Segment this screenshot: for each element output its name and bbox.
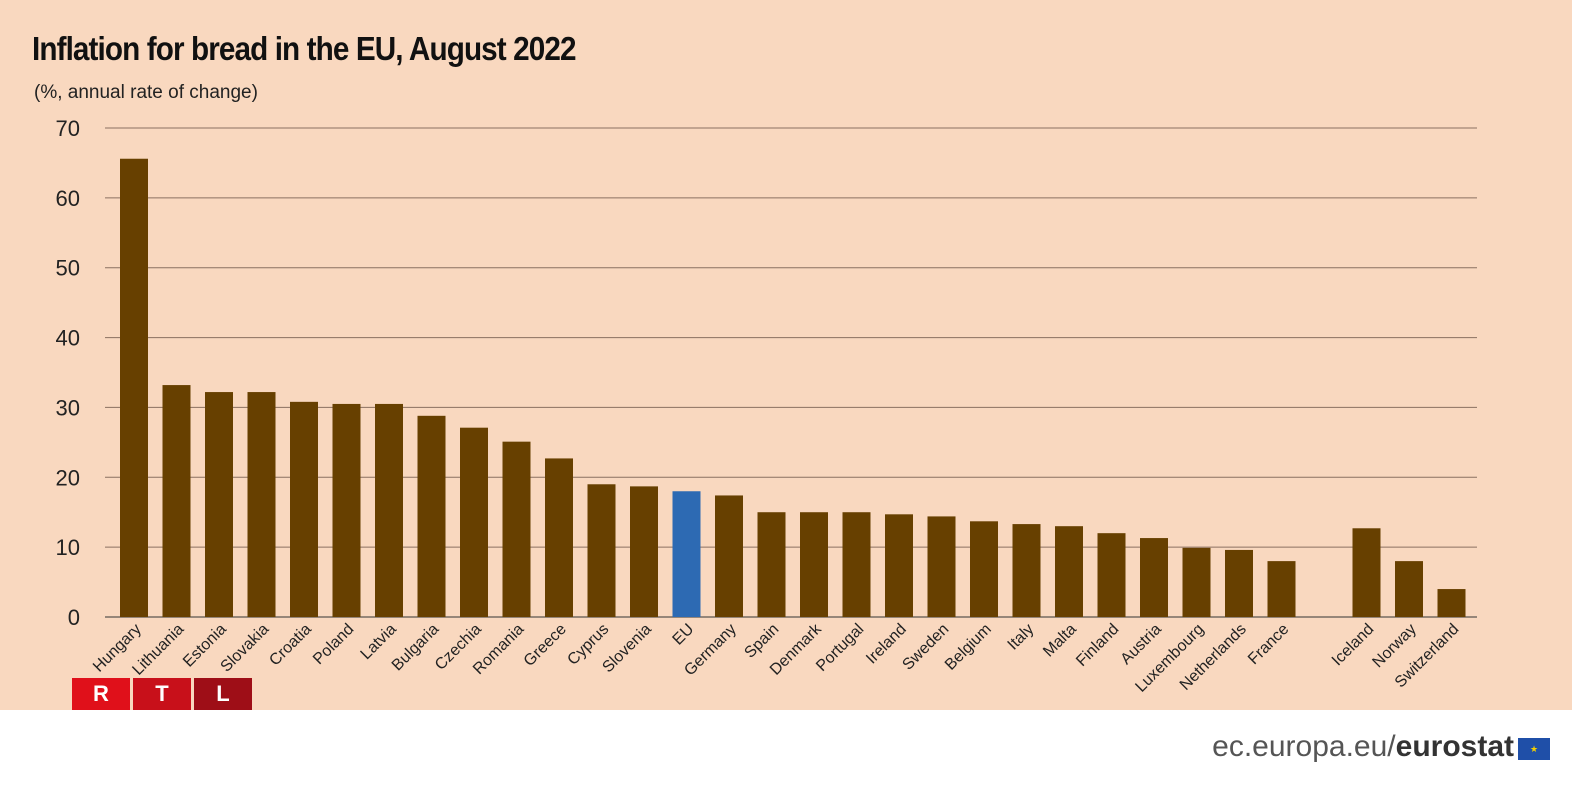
x-tick-label: Poland	[310, 621, 357, 668]
bar-finland	[1097, 533, 1126, 617]
y-tick-label: 50	[56, 256, 80, 281]
footer-source[interactable]: ec.europa.eu/eurostat	[1212, 730, 1514, 764]
bar-estonia	[205, 392, 233, 617]
x-tick-label: Malta	[1040, 621, 1080, 661]
logo-letter: R	[72, 678, 130, 710]
bar-lithuania	[162, 385, 191, 617]
bar-bulgaria	[417, 415, 446, 617]
bar-croatia	[290, 401, 318, 617]
bar-ireland	[885, 514, 913, 617]
x-tick-label: Portugal	[813, 621, 867, 675]
x-tick-label: EU	[670, 621, 698, 649]
bar-netherlands	[1225, 549, 1253, 617]
bar-romania	[502, 441, 531, 617]
chart-subtitle: (%, annual rate of change)	[34, 82, 258, 103]
bar-poland	[332, 403, 361, 617]
chart-title: Inflation for bread in the EU, August 20…	[32, 30, 577, 67]
bar-portugal	[842, 512, 871, 617]
bar-slovenia	[630, 486, 658, 617]
x-tick-label: Croatia	[266, 621, 315, 670]
bar-belgium	[970, 521, 998, 617]
x-tick-label: Finland	[1073, 621, 1122, 670]
bar-greece	[545, 458, 573, 617]
bar-norway	[1395, 561, 1423, 617]
footer-brand: eurostat	[1395, 730, 1514, 763]
logo-letter: L	[194, 678, 252, 710]
bar-sweden	[927, 516, 956, 617]
y-tick-label: 20	[56, 465, 80, 490]
bar-denmark	[800, 512, 828, 617]
x-tick-label: France	[1245, 621, 1292, 668]
y-tick-label: 70	[56, 116, 80, 141]
x-tick-label: Spain	[741, 621, 782, 662]
x-tick-label: Sweden	[899, 621, 952, 674]
rtl-logo: R T L	[72, 678, 252, 710]
y-tick-label: 0	[68, 605, 80, 630]
logo-letter: T	[133, 678, 191, 710]
bar-malta	[1055, 526, 1083, 617]
bar-czechia	[460, 427, 488, 617]
bar-eu	[672, 491, 701, 617]
bar-switzerland	[1437, 589, 1466, 617]
bar-italy	[1012, 524, 1041, 617]
y-tick-label: 60	[56, 186, 80, 211]
y-tick-label: 10	[56, 535, 80, 560]
bar-france	[1267, 561, 1296, 617]
bar-cyprus	[587, 484, 616, 617]
x-tick-label: Bulgaria	[389, 621, 443, 675]
x-tick-label: Greece	[521, 621, 570, 670]
bar-germany	[715, 495, 743, 617]
y-tick-label: 40	[56, 326, 80, 351]
bar-luxembourg	[1182, 547, 1211, 617]
y-tick-label: 30	[56, 395, 80, 420]
bar-spain	[757, 512, 786, 617]
eu-flag-icon: ★	[1518, 738, 1550, 760]
bar-iceland	[1352, 528, 1381, 617]
x-tick-label: Italy	[1005, 621, 1038, 654]
bar-slovakia	[247, 392, 276, 617]
bar-austria	[1140, 538, 1168, 617]
x-tick-label: Iceland	[1329, 621, 1378, 670]
footer-site: ec.europa.eu/	[1212, 730, 1396, 763]
bar-hungary	[120, 158, 148, 618]
bar-latvia	[375, 403, 403, 617]
x-tick-label: Belgium	[942, 621, 995, 674]
